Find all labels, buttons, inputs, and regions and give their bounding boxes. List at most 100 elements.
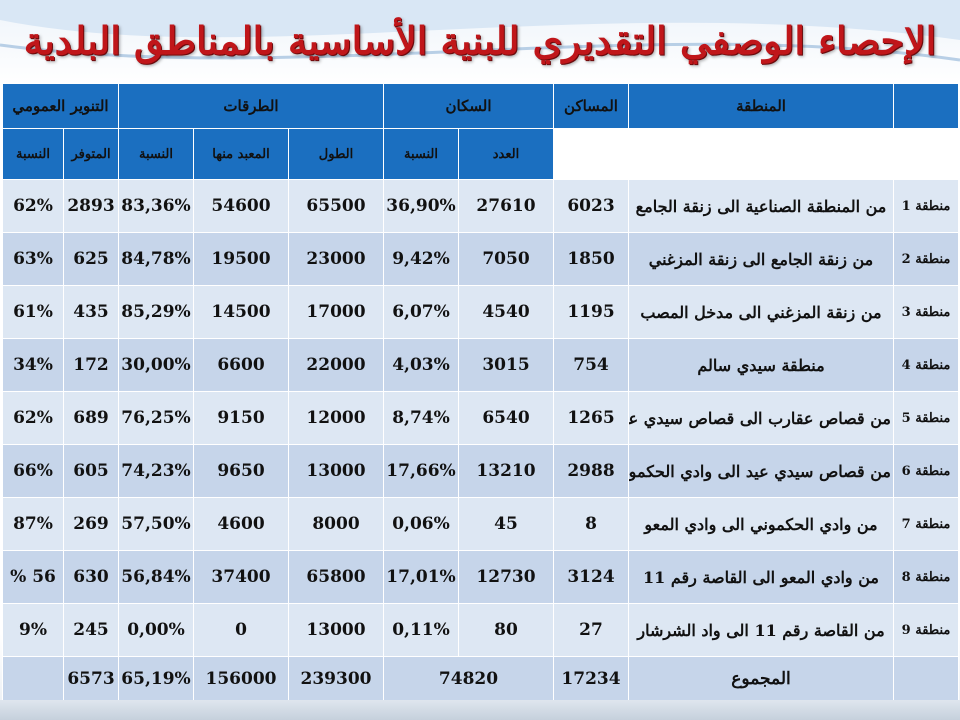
zone-cell: منطقة 2 <box>893 232 959 286</box>
road-length-cell: 22000 <box>288 338 384 392</box>
light-available-cell: 245 <box>63 603 119 657</box>
zone-cell: منطقة 6 <box>893 444 959 498</box>
dwellings-cell: 2988 <box>553 444 629 498</box>
table-row: منطقة 5 من قصاص عقارب الى قصاص سيدي عيد 12… <box>2 391 959 445</box>
road-served-cell: 9650 <box>193 444 289 498</box>
pop-ratio-cell: 6,07% <box>383 285 459 339</box>
road-ratio-cell: 57,50% <box>118 497 194 551</box>
pop-count-cell: 3015 <box>458 338 554 392</box>
pop-count-cell: 27610 <box>458 179 554 233</box>
subheader-pop-ratio: النسبة <box>383 128 459 180</box>
light-ratio-cell: 62% <box>2 391 64 445</box>
table-row: منطقة 6 من قصاص سيدي عيد الى وادي الحكمون… <box>2 444 959 498</box>
subheader-row: العدد النسبة الطول المعبد منها النسبة ال… <box>2 128 959 180</box>
total-light-ratio-blank <box>2 656 64 702</box>
subheader-road-served: المعبد منها <box>193 128 289 180</box>
header-lighting: التنوير العمومي <box>2 83 119 129</box>
road-served-cell: 37400 <box>193 550 289 604</box>
area-cell: من القاصة رقم 11 الى واد الشرشار <box>628 603 894 657</box>
pop-ratio-cell: 9,42% <box>383 232 459 286</box>
dwellings-cell: 27 <box>553 603 629 657</box>
subheader-pop-count: العدد <box>458 128 554 180</box>
table-row: منطقة 8 من وادي المعو الى القاصة رقم 11 31… <box>2 550 959 604</box>
subheader-light-ratio: النسبة <box>2 128 64 180</box>
road-length-cell: 12000 <box>288 391 384 445</box>
table-row: منطقة 9 من القاصة رقم 11 الى واد الشرشار 2… <box>2 603 959 657</box>
light-ratio-cell: 63% <box>2 232 64 286</box>
road-length-cell: 8000 <box>288 497 384 551</box>
total-road-ratio: 65,19% <box>118 656 194 702</box>
header-area: المنطقة <box>628 83 894 129</box>
infrastructure-stats-table: المنطقة المساكن السكان الطرقات التنوير ا… <box>2 83 959 702</box>
pop-ratio-cell: 8,74% <box>383 391 459 445</box>
pop-ratio-cell: 0,11% <box>383 603 459 657</box>
area-cell: من قصاص سيدي عيد الى وادي الحكموني <box>628 444 894 498</box>
subheader-road-length: الطول <box>288 128 384 180</box>
zone-cell: منطقة 9 <box>893 603 959 657</box>
road-served-cell: 6600 <box>193 338 289 392</box>
header-population: السكان <box>383 83 554 129</box>
table-row: منطقة 2 من زنقة الجامع الى زنقة المزغني 18… <box>2 232 959 286</box>
road-ratio-cell: 56,84% <box>118 550 194 604</box>
zone-cell: منطقة 3 <box>893 285 959 339</box>
road-ratio-cell: 85,29% <box>118 285 194 339</box>
header-zone-blank <box>893 83 959 129</box>
road-served-cell: 0 <box>193 603 289 657</box>
total-road-length: 239300 <box>288 656 384 702</box>
road-ratio-cell: 0,00% <box>118 603 194 657</box>
header-swoosh-decoration <box>0 0 960 62</box>
area-cell: من زنقة الجامع الى زنقة المزغني <box>628 232 894 286</box>
road-ratio-cell: 76,25% <box>118 391 194 445</box>
dwellings-cell: 6023 <box>553 179 629 233</box>
road-served-cell: 4600 <box>193 497 289 551</box>
road-served-cell: 9150 <box>193 391 289 445</box>
light-available-cell: 172 <box>63 338 119 392</box>
road-served-cell: 54600 <box>193 179 289 233</box>
pop-ratio-cell: 36,90% <box>383 179 459 233</box>
total-road-served: 156000 <box>193 656 289 702</box>
total-label: المجموع <box>628 656 894 702</box>
light-available-cell: 2893 <box>63 179 119 233</box>
road-length-cell: 65500 <box>288 179 384 233</box>
light-available-cell: 435 <box>63 285 119 339</box>
pop-count-cell: 80 <box>458 603 554 657</box>
pop-count-cell: 6540 <box>458 391 554 445</box>
footer-band <box>0 700 960 720</box>
area-cell: من زنقة المزغني الى مدخل المصب <box>628 285 894 339</box>
dwellings-cell: 754 <box>553 338 629 392</box>
road-length-cell: 23000 <box>288 232 384 286</box>
pop-count-cell: 12730 <box>458 550 554 604</box>
dwellings-cell: 8 <box>553 497 629 551</box>
light-ratio-cell: 62% <box>2 179 64 233</box>
light-ratio-cell: 87% <box>2 497 64 551</box>
road-length-cell: 65800 <box>288 550 384 604</box>
zone-cell: منطقة 5 <box>893 391 959 445</box>
table-row: منطقة 3 من زنقة المزغني الى مدخل المصب 119… <box>2 285 959 339</box>
dwellings-cell: 1265 <box>553 391 629 445</box>
road-length-cell: 17000 <box>288 285 384 339</box>
table-row: منطقة 1 من المنطقة الصناعية الى زنقة الجا… <box>2 179 959 233</box>
total-light-available: 6573 <box>63 656 119 702</box>
subheader-area-blank <box>628 128 894 180</box>
subheader-zone-blank <box>893 128 959 180</box>
road-ratio-cell: 84,78% <box>118 232 194 286</box>
road-length-cell: 13000 <box>288 603 384 657</box>
pop-count-cell: 4540 <box>458 285 554 339</box>
light-ratio-cell: 66% <box>2 444 64 498</box>
area-cell: منطقة سيدي سالم <box>628 338 894 392</box>
total-zone-blank <box>893 656 959 702</box>
light-available-cell: 605 <box>63 444 119 498</box>
light-ratio-cell: 56 % <box>2 550 64 604</box>
area-cell: من المنطقة الصناعية الى زنقة الجامع <box>628 179 894 233</box>
total-row: المجموع 17234 74820 239300 156000 65,19%… <box>2 656 959 702</box>
zone-cell: منطقة 7 <box>893 497 959 551</box>
dwellings-cell: 1195 <box>553 285 629 339</box>
light-ratio-cell: 61% <box>2 285 64 339</box>
pop-ratio-cell: 4,03% <box>383 338 459 392</box>
subheader-road-ratio: النسبة <box>118 128 194 180</box>
road-length-cell: 13000 <box>288 444 384 498</box>
zone-cell: منطقة 1 <box>893 179 959 233</box>
road-served-cell: 14500 <box>193 285 289 339</box>
header-roads: الطرقات <box>118 83 384 129</box>
dwellings-cell: 3124 <box>553 550 629 604</box>
